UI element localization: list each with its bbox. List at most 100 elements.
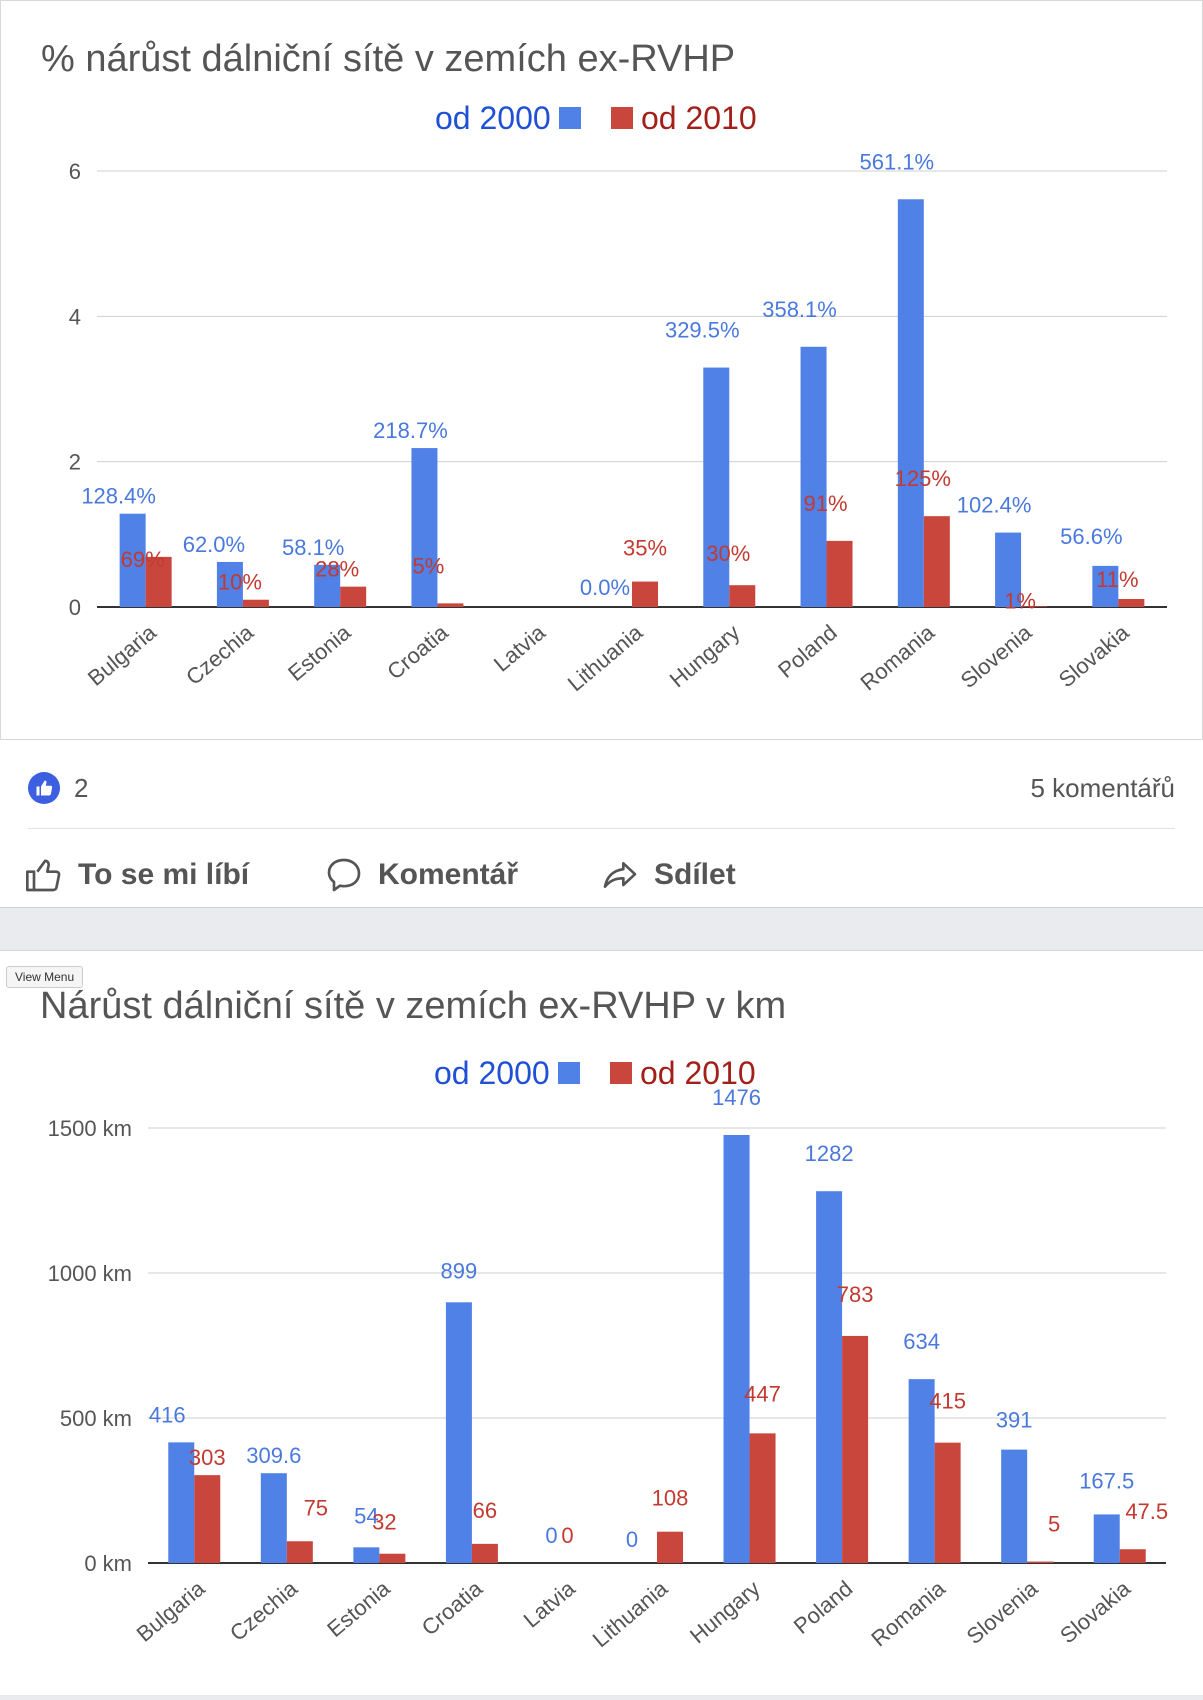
like-badge-icon [28,772,60,804]
x-category-label: Latvia [489,619,551,676]
bar-series-1 [703,367,730,607]
x-category-label: Romania [866,1575,950,1651]
bar-series-1 [119,513,146,607]
x-category-label: Croatia [382,619,453,684]
x-category-label: Poland [773,620,842,683]
data-label: 11% [1096,567,1138,592]
bar-series-2 [194,1475,221,1563]
bar-series-2 [471,1543,498,1563]
data-label: 309.6 [246,1443,301,1468]
post-footer: 2 5 komentářů To se mi líbí Komentář Sdí… [0,740,1203,908]
percent-chart: % nárůst dálniční sítě v zemích ex-RVHP o… [41,38,1167,696]
comment-button-label: Komentář [378,858,519,891]
bar-series-1 [1001,1449,1028,1563]
data-label: 0 [626,1527,638,1552]
bar-series-2 [934,1442,961,1563]
x-category-label: Slovenia [956,619,1037,693]
x-category-label: Poland [789,1576,858,1639]
data-label: 1476 [712,1085,761,1110]
reactions-summary[interactable]: 2 [28,770,88,806]
y-tick-label: 0 [69,595,81,620]
speech-bubble-icon [327,858,361,892]
bar-series-1 [168,1442,195,1563]
data-label: 0 [561,1523,573,1548]
bar-series-1 [995,532,1022,607]
bar-series-1 [897,199,924,607]
data-label: 5% [413,553,445,578]
legend-label-series-1: od 2000 [434,1055,550,1091]
bar-series-2 [842,1335,869,1563]
km-chart: Nárůst dálniční sítě v zemích ex-RVHP v … [40,985,1168,1652]
like-count: 2 [74,772,89,803]
bar-series-2 [1021,606,1048,607]
chart-card-percent: % nárůst dálniční sítě v zemích ex-RVHP o… [0,0,1203,740]
data-label: 66 [473,1498,497,1523]
legend-label-series-2: od 2010 [640,1055,756,1091]
share-button[interactable]: Sdílet [600,850,736,900]
bar-series-2 [242,599,269,607]
legend-swatch-series-1 [559,107,581,129]
data-label: 391 [996,1408,1033,1433]
data-label: 329.5% [665,318,740,343]
y-tick-label: 6 [69,159,81,184]
x-category-label: Czechia [181,619,259,690]
bar-series-1 [445,1302,472,1563]
view-menu-button[interactable]: View Menu [6,966,84,988]
data-label: 69% [121,547,165,572]
x-category-label: Estonia [322,1575,395,1642]
data-label: 5 [1048,1512,1060,1537]
data-label: 416 [149,1402,186,1427]
data-label: 128.4% [81,484,156,509]
bar-series-2 [145,556,172,607]
bar-series-2 [1119,1549,1146,1563]
bar-series-2 [632,581,658,607]
data-label: 35% [623,536,667,561]
legend-swatch-series-1 [558,1062,580,1084]
like-button[interactable]: To se mi líbí [24,850,324,900]
x-category-label: Lithuania [563,619,648,696]
comments-count-link[interactable]: 5 komentářů [1030,773,1175,803]
data-label: 108 [652,1486,689,1511]
x-category-label: Slovakia [1055,1575,1135,1648]
bar-series-1 [908,1379,935,1563]
chart-card-km: Nárůst dálniční sítě v zemích ex-RVHP v … [0,950,1203,1695]
like-button-label: To se mi líbí [78,858,250,891]
legend-swatch-series-2 [611,107,633,129]
data-label: 1% [1004,588,1036,613]
bar-series-2 [826,540,853,607]
data-label: 783 [837,1282,874,1307]
bar-series-1 [723,1134,750,1563]
data-label: 358.1% [762,297,837,322]
y-tick-label: 2 [69,450,81,475]
footer-divider [28,828,1175,829]
bar-series-2 [379,1553,406,1563]
x-category-label: Slovenia [962,1575,1043,1649]
data-label: 32 [372,1510,396,1535]
bar-series-1 [1093,1514,1120,1563]
chart-title: Nárůst dálniční sítě v zemích ex-RVHP v … [40,985,786,1027]
data-label: 56.6% [1060,524,1122,549]
comment-button[interactable]: Komentář [324,850,600,900]
data-label: 1282 [805,1141,854,1166]
bar-series-1 [800,346,827,607]
data-label: 28% [315,557,359,582]
data-label: 634 [903,1329,940,1354]
bar-series-2 [923,516,950,607]
bar-series-1 [816,1191,843,1563]
data-label: 102.4% [957,493,1032,518]
bar-series-2 [657,1531,683,1563]
y-tick-label: 4 [69,304,81,329]
data-label: 447 [744,1381,781,1406]
data-label: 0 [545,1523,557,1548]
data-label: 75 [304,1495,328,1520]
legend-label-series-2: od 2010 [641,100,757,136]
x-category-label: Romania [856,619,940,695]
y-tick-label: 1000 km [48,1261,132,1286]
data-label: 561.1% [860,149,935,174]
bar-series-2 [1118,599,1145,607]
data-label: 899 [441,1258,478,1283]
y-tick-label: 0 km [84,1551,132,1576]
data-label: 125% [895,466,951,491]
data-label: 30% [706,541,750,566]
legend-swatch-series-2 [610,1062,632,1084]
